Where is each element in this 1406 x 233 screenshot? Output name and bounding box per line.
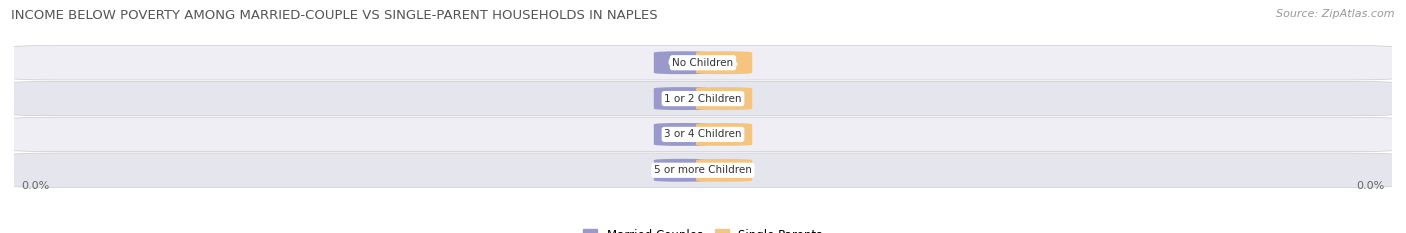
Text: 0.0%: 0.0%	[668, 129, 696, 139]
FancyBboxPatch shape	[696, 87, 752, 110]
FancyBboxPatch shape	[696, 51, 752, 74]
Text: 0.0%: 0.0%	[21, 181, 49, 191]
FancyBboxPatch shape	[696, 123, 752, 146]
Text: 3 or 4 Children: 3 or 4 Children	[664, 129, 742, 139]
Text: 0.0%: 0.0%	[1357, 181, 1385, 191]
Text: 0.0%: 0.0%	[668, 165, 696, 175]
FancyBboxPatch shape	[654, 159, 710, 182]
Text: 0.0%: 0.0%	[710, 165, 738, 175]
Text: 0.0%: 0.0%	[710, 129, 738, 139]
FancyBboxPatch shape	[0, 81, 1406, 116]
Text: INCOME BELOW POVERTY AMONG MARRIED-COUPLE VS SINGLE-PARENT HOUSEHOLDS IN NAPLES: INCOME BELOW POVERTY AMONG MARRIED-COUPL…	[11, 9, 658, 22]
FancyBboxPatch shape	[696, 159, 752, 182]
Text: 5 or more Children: 5 or more Children	[654, 165, 752, 175]
FancyBboxPatch shape	[654, 123, 710, 146]
Text: 0.0%: 0.0%	[668, 58, 696, 68]
Text: 0.0%: 0.0%	[710, 94, 738, 104]
FancyBboxPatch shape	[654, 51, 710, 74]
Legend: Married Couples, Single Parents: Married Couples, Single Parents	[583, 229, 823, 233]
Text: 1 or 2 Children: 1 or 2 Children	[664, 94, 742, 104]
FancyBboxPatch shape	[0, 117, 1406, 152]
Text: 0.0%: 0.0%	[668, 94, 696, 104]
Text: 0.0%: 0.0%	[710, 58, 738, 68]
Text: No Children: No Children	[672, 58, 734, 68]
Text: Source: ZipAtlas.com: Source: ZipAtlas.com	[1277, 9, 1395, 19]
FancyBboxPatch shape	[0, 45, 1406, 80]
FancyBboxPatch shape	[0, 153, 1406, 188]
FancyBboxPatch shape	[654, 87, 710, 110]
